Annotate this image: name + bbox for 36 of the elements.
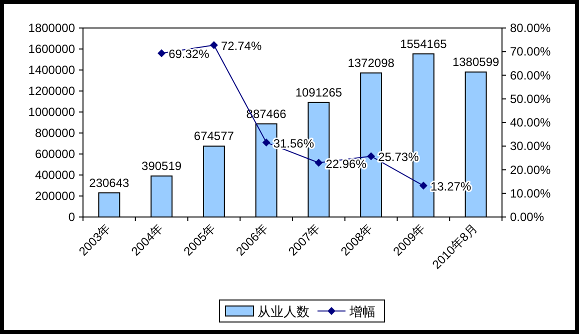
point — [419, 182, 428, 190]
y2-tick-label: 30.00% — [510, 139, 552, 154]
data-label: 1554165 — [400, 36, 448, 51]
y-tick-label: 600000 — [34, 147, 76, 161]
y2-tick-label: 20.00% — [510, 162, 552, 177]
data-label: 230643 — [89, 176, 130, 190]
point — [367, 152, 376, 160]
y-tick-label: 1800000 — [28, 21, 76, 35]
y2-tick-label: 80.00% — [510, 21, 552, 35]
y-tick-label: 800000 — [34, 126, 76, 140]
y2-tick-label: 40.00% — [510, 116, 552, 130]
y2-tick-label: 50.00% — [510, 92, 552, 106]
legend-label: 从业人数 — [258, 304, 310, 319]
y-tick-label: 400000 — [34, 168, 76, 182]
y-tick-label: 1000000 — [28, 105, 76, 119]
point — [210, 41, 218, 50]
data-label: 69.32% — [168, 47, 210, 62]
data-label: 674577 — [194, 129, 234, 144]
y2-tick-label: 0.00% — [510, 210, 544, 224]
data-label: 390519 — [142, 158, 182, 173]
y2-tick-label: 60.00% — [510, 68, 552, 82]
legend-label: 增幅 — [348, 304, 376, 319]
y-tick-label: 1600000 — [28, 42, 76, 56]
point — [262, 138, 270, 146]
point — [158, 49, 166, 58]
data-label: 1380599 — [452, 55, 500, 70]
point — [314, 158, 323, 167]
y2-tick-label: 10.00% — [510, 186, 552, 200]
data-label: 1372098 — [348, 56, 395, 70]
y2-tick-label: 70.00% — [510, 44, 552, 59]
y-tick-label: 1200000 — [28, 84, 76, 98]
data-label: 1091265 — [295, 85, 342, 100]
data-label: 72.74% — [220, 39, 262, 54]
y-tick-label: 0 — [68, 210, 76, 224]
y-tick-label: 1400000 — [28, 63, 76, 77]
y-tick-label: 200000 — [34, 189, 76, 203]
